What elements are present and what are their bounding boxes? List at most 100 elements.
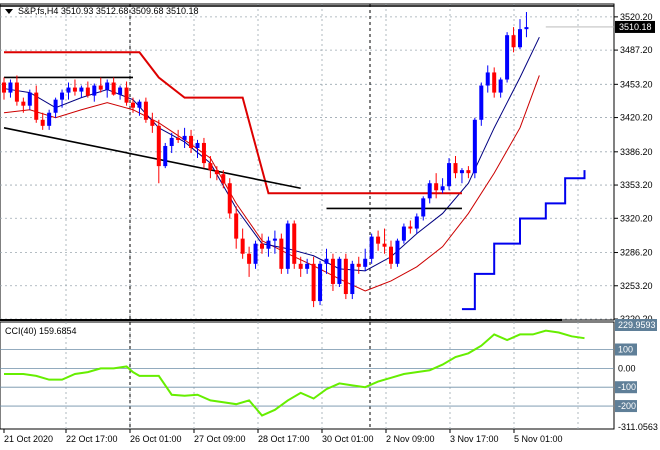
candle <box>382 228 387 254</box>
price-series <box>0 5 614 321</box>
candle-body <box>156 125 161 167</box>
candle-body <box>27 92 32 106</box>
cci-tick-label: 0.00 <box>618 363 636 373</box>
candle-body <box>195 142 200 148</box>
candle <box>79 85 84 98</box>
candle <box>156 119 161 184</box>
candle <box>234 206 239 249</box>
candle-body <box>47 112 52 126</box>
candle-body <box>518 29 522 48</box>
symbol-info: S&P,fs,H4 3510.93 3512.68 3509.68 3510.1… <box>18 6 199 16</box>
candle <box>485 65 490 93</box>
candle <box>98 77 103 93</box>
candle <box>524 12 529 38</box>
candle <box>311 256 316 308</box>
time-tick-label: 5 Nov 01:00 <box>514 434 563 444</box>
cci-tick-label: 100 <box>618 345 633 355</box>
price-tick-label: 3320.20 <box>620 213 653 223</box>
candle-body <box>98 85 103 90</box>
cci-tick-label: -100 <box>618 382 636 392</box>
candle-body <box>72 87 77 92</box>
candle-body <box>434 183 439 191</box>
candle <box>279 233 284 274</box>
candle <box>53 97 58 118</box>
candle-body <box>105 82 110 90</box>
candle <box>472 117 477 179</box>
candle-body <box>350 263 355 295</box>
collapse-arrow-icon[interactable] <box>5 9 13 14</box>
candle <box>240 228 245 259</box>
price-tick-label: 3453.20 <box>620 79 653 89</box>
candle-body <box>247 253 252 264</box>
cci-axis: 229.9593 100 0.00 -100 -200 -311.0563 <box>615 319 658 432</box>
current-price-label: 3510.18 <box>619 22 652 32</box>
candle <box>518 19 522 50</box>
time-tick-label: 26 Oct 01:00 <box>130 434 182 444</box>
time-tick-label: 28 Oct 17:00 <box>258 434 310 444</box>
candle <box>137 99 142 116</box>
price-tick-label: 3286.20 <box>620 248 653 258</box>
candle <box>427 180 432 204</box>
candle <box>14 75 19 106</box>
time-tick-label: 2 Nov 09:00 <box>386 434 435 444</box>
candle-body <box>34 92 39 120</box>
candle-body <box>169 137 174 146</box>
time-tick-label: 30 Oct 01:00 <box>322 434 374 444</box>
candle-body <box>260 243 264 249</box>
candle-body <box>318 263 323 302</box>
lower-band-step <box>461 170 586 311</box>
candle <box>189 129 194 154</box>
candle <box>421 196 426 221</box>
candle <box>150 112 155 133</box>
candle <box>298 256 303 277</box>
candle-body <box>21 101 26 106</box>
candle-body <box>272 238 277 241</box>
price-tick-label: 3353.20 <box>620 180 653 190</box>
candle <box>453 156 458 179</box>
candle-body <box>143 101 148 120</box>
candle-body <box>427 183 432 199</box>
time-tick-label: 22 Oct 17:00 <box>66 434 118 444</box>
candle-body <box>8 82 13 93</box>
candle-body <box>298 263 303 269</box>
candle-body <box>505 35 510 80</box>
candle <box>324 248 329 274</box>
candle-body <box>279 238 284 269</box>
time-axis: 21 Oct 2020 22 Oct 17:00 26 Oct 01:00 27 Oc… <box>3 429 563 444</box>
support-trendline <box>3 127 301 190</box>
candle-body <box>337 258 342 284</box>
price-tick-label: 3420.20 <box>620 113 653 123</box>
candle-body <box>214 170 219 175</box>
candle-body <box>266 240 271 249</box>
price-tick-label: 3487.20 <box>620 45 653 55</box>
candle <box>350 260 355 300</box>
cci-level-tag <box>615 343 637 356</box>
candle <box>434 173 439 199</box>
candle-body <box>389 246 393 264</box>
candle-body <box>466 170 471 174</box>
candle <box>389 240 393 269</box>
candle-body <box>382 243 387 247</box>
candle <box>227 178 232 219</box>
candle <box>318 260 323 306</box>
candle <box>163 142 168 169</box>
price-tick-label: 3520.20 <box>620 12 653 22</box>
candle-body <box>85 87 90 96</box>
candle <box>208 156 213 179</box>
candle-body <box>40 119 45 126</box>
candle-body <box>472 119 477 174</box>
candle <box>369 233 374 264</box>
price-tick-label: 3253.20 <box>620 281 653 291</box>
cci-pane-frame <box>0 321 615 430</box>
candle-body <box>150 119 155 126</box>
candle <box>414 213 419 234</box>
candle <box>2 77 6 100</box>
candle-body <box>234 213 239 239</box>
candle <box>27 89 32 110</box>
candle <box>47 109 52 130</box>
time-tick-label: 27 Oct 09:00 <box>194 434 246 444</box>
candle-body <box>14 82 19 102</box>
candle <box>169 132 174 154</box>
time-tick-label: 21 Oct 2020 <box>4 434 53 444</box>
